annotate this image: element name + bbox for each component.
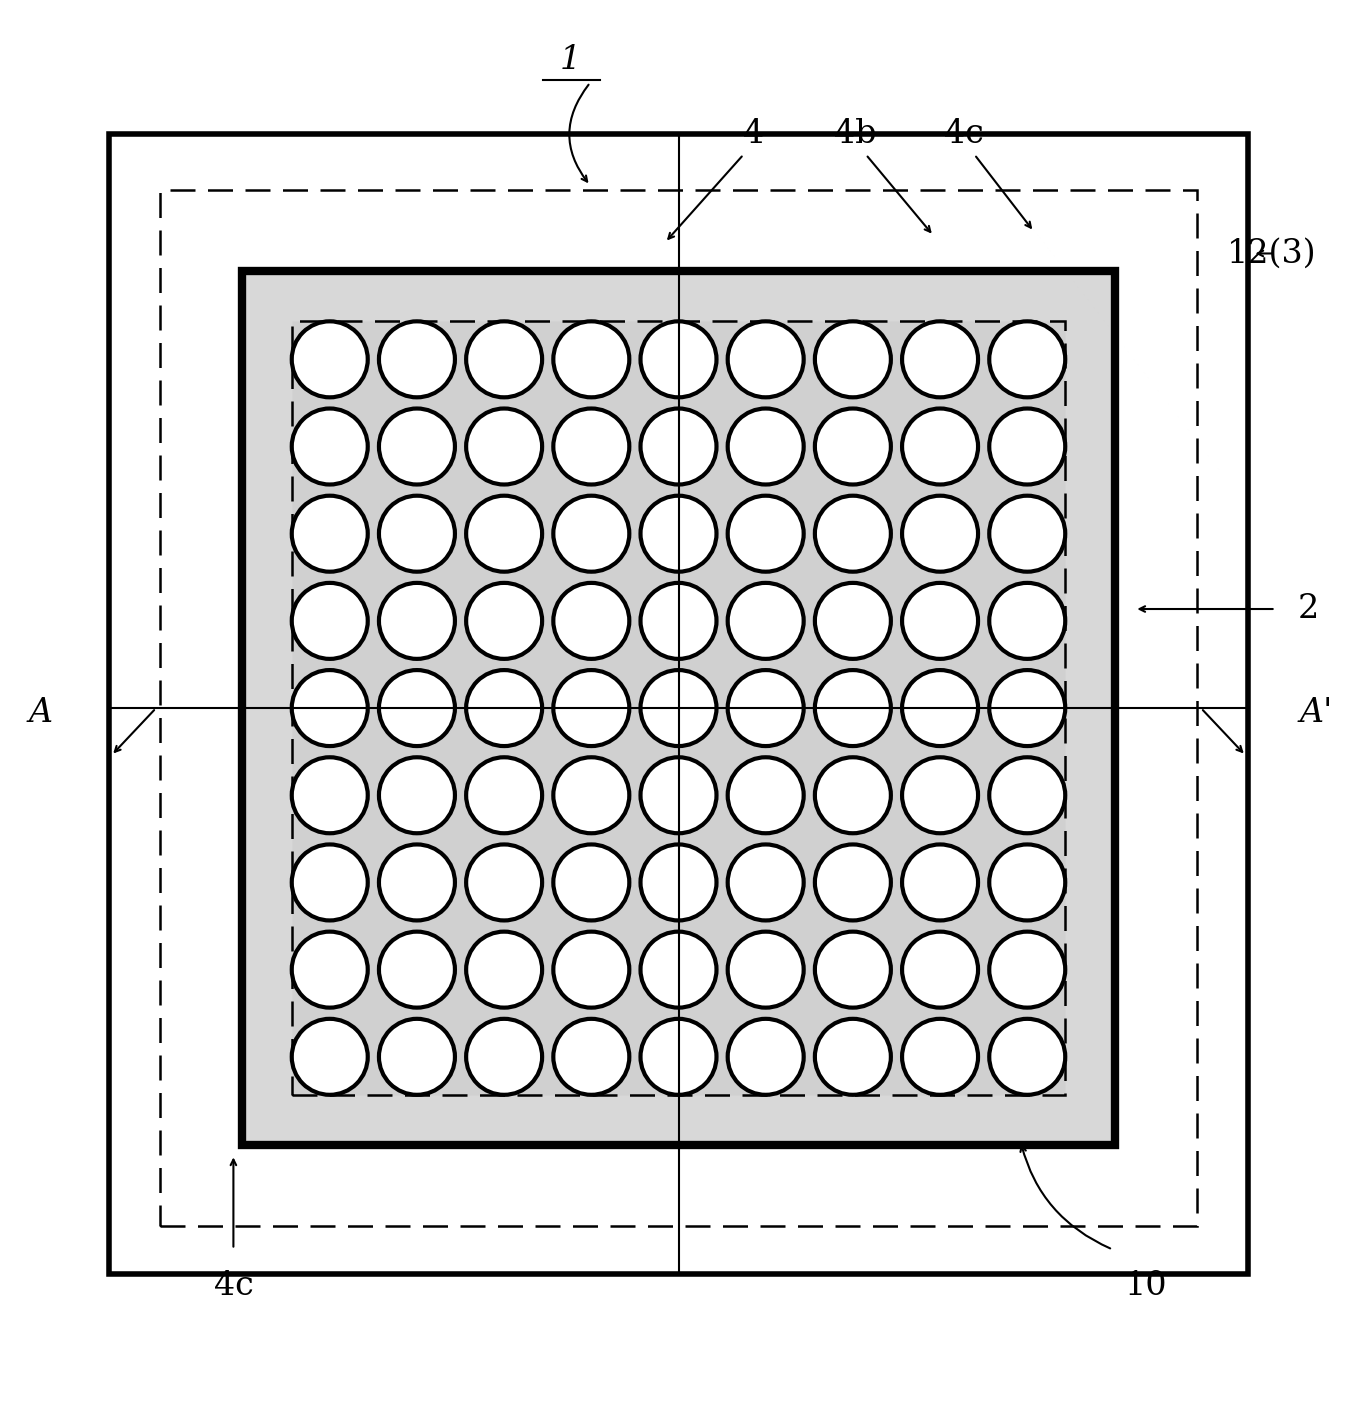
Circle shape [379,583,455,659]
Circle shape [554,758,630,834]
Circle shape [554,670,630,746]
Circle shape [727,670,803,746]
Circle shape [292,583,368,659]
Text: 2: 2 [1297,593,1319,625]
Circle shape [379,1019,455,1095]
Circle shape [989,1019,1065,1095]
Circle shape [727,583,803,659]
Circle shape [641,408,716,484]
Circle shape [467,321,541,397]
Circle shape [727,932,803,1008]
Circle shape [292,496,368,572]
Text: 12(3): 12(3) [1227,238,1316,269]
Circle shape [902,670,978,746]
Circle shape [379,670,455,746]
Circle shape [641,583,716,659]
Text: 4c: 4c [943,118,984,151]
Text: A': A' [1300,697,1333,729]
Circle shape [379,932,455,1008]
Circle shape [467,583,541,659]
Circle shape [292,758,368,834]
Circle shape [989,932,1065,1008]
Circle shape [641,845,716,921]
Circle shape [554,496,630,572]
Circle shape [292,408,368,484]
Circle shape [467,408,541,484]
Bar [242,272,1115,1145]
Circle shape [554,845,630,921]
Circle shape [641,670,716,746]
Circle shape [641,932,716,1008]
Circle shape [816,496,892,572]
Circle shape [816,670,892,746]
Circle shape [727,758,803,834]
Circle shape [292,670,368,746]
Circle shape [902,845,978,921]
Circle shape [467,758,541,834]
Circle shape [989,845,1065,921]
Circle shape [989,496,1065,572]
Circle shape [379,496,455,572]
Circle shape [816,758,892,834]
Text: 4: 4 [742,118,764,151]
Circle shape [902,758,978,834]
Circle shape [727,408,803,484]
Circle shape [989,583,1065,659]
Circle shape [467,845,541,921]
Circle shape [292,321,368,397]
Circle shape [989,321,1065,397]
Circle shape [554,1019,630,1095]
Circle shape [292,845,368,921]
Circle shape [816,845,892,921]
Circle shape [727,845,803,921]
Circle shape [641,321,716,397]
Circle shape [641,496,716,572]
Bar [109,134,1248,1274]
Circle shape [989,670,1065,746]
Circle shape [554,583,630,659]
Text: 10: 10 [1125,1270,1168,1302]
Circle shape [989,758,1065,834]
Circle shape [467,496,541,572]
Circle shape [379,408,455,484]
Circle shape [902,408,978,484]
Circle shape [467,1019,541,1095]
Text: 1: 1 [559,44,581,76]
Circle shape [902,496,978,572]
Circle shape [902,932,978,1008]
Circle shape [816,932,892,1008]
Circle shape [902,321,978,397]
Circle shape [379,845,455,921]
Circle shape [727,1019,803,1095]
Circle shape [816,321,892,397]
Circle shape [989,408,1065,484]
Circle shape [816,1019,892,1095]
Bar [160,190,1197,1226]
Circle shape [641,758,716,834]
Circle shape [554,321,630,397]
Circle shape [292,932,368,1008]
Circle shape [727,496,803,572]
Circle shape [467,670,541,746]
Text: A: A [28,697,53,729]
Bar [292,321,1065,1095]
Circle shape [292,1019,368,1095]
Circle shape [902,583,978,659]
Circle shape [902,1019,978,1095]
Circle shape [816,583,892,659]
Text: 4c: 4c [213,1270,254,1302]
Circle shape [554,408,630,484]
Circle shape [379,321,455,397]
Circle shape [554,932,630,1008]
Circle shape [379,758,455,834]
Circle shape [727,321,803,397]
Circle shape [641,1019,716,1095]
Circle shape [467,932,541,1008]
Text: 4b: 4b [833,118,877,151]
Circle shape [816,408,892,484]
